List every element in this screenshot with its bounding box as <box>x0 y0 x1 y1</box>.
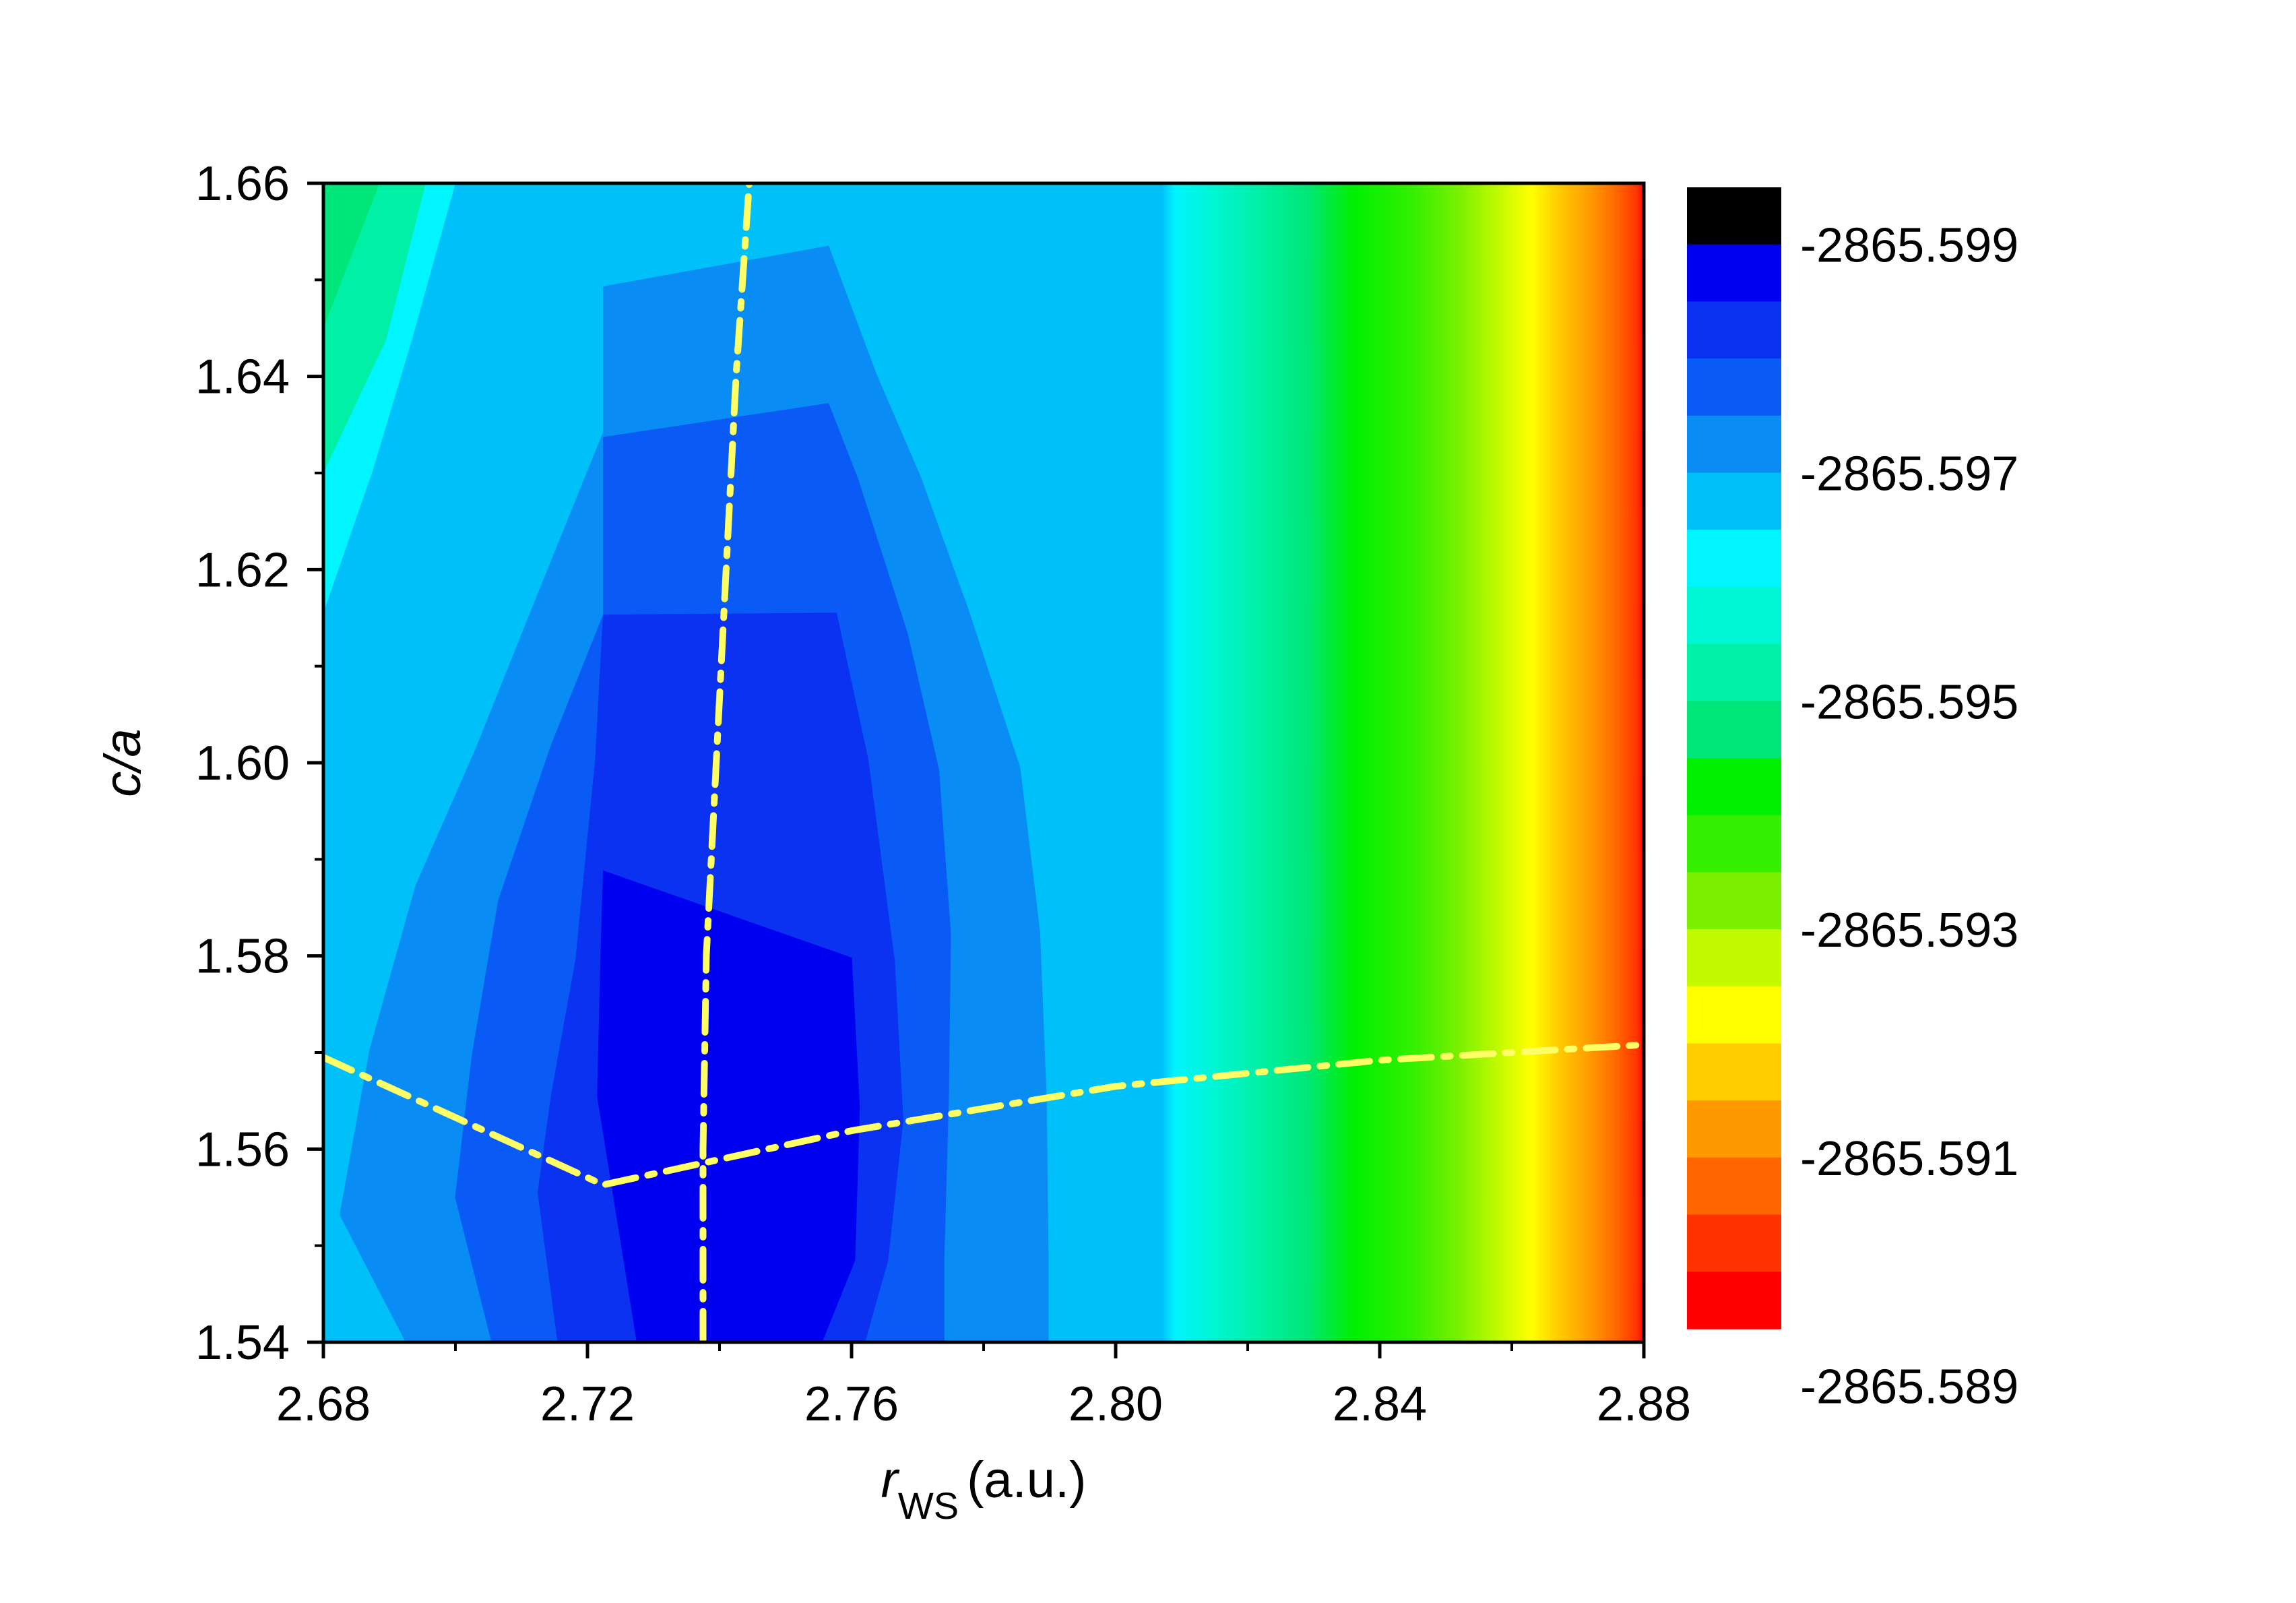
colorbar-swatch <box>1687 815 1781 873</box>
colorbar-swatch <box>1687 929 1781 987</box>
x-tick-label: 2.76 <box>804 1377 899 1431</box>
colorbar-swatch <box>1687 1043 1781 1101</box>
colorbar-swatch <box>1687 530 1781 588</box>
colorbar-swatch <box>1687 472 1781 530</box>
ridge-line <box>323 1041 1644 1189</box>
x-axis-label: rWS (a.u.) <box>881 1451 1087 1527</box>
x-tick-label: 2.84 <box>1333 1377 1427 1431</box>
colorbar: -2865.599 -2865.597 -2865.595 -2865.593 -286… <box>1687 187 2018 1414</box>
contour-regions <box>323 183 1163 1342</box>
y-tick-label: 1.64 <box>195 350 290 404</box>
colorbar-label: -2865.593 <box>1800 904 2018 957</box>
colorbar-swatch <box>1687 758 1781 816</box>
colorbar-swatch <box>1687 643 1781 702</box>
x-axis: 2.68 2.72 2.76 2.80 2.84 2.88 <box>276 1342 1691 1431</box>
y-tick-label: 1.56 <box>195 1123 290 1176</box>
colorbar-swatch <box>1687 1214 1781 1273</box>
colorbar-swatch <box>1687 1100 1781 1158</box>
colorbar-swatch <box>1687 872 1781 930</box>
y-axis-label: c/a <box>94 728 152 796</box>
colorbar-swatch <box>1687 301 1781 359</box>
colorbar-swatch <box>1687 358 1781 416</box>
energy-minimum-lines <box>323 183 1644 1342</box>
contour-map <box>323 183 1644 1342</box>
colorbar-swatch <box>1687 415 1781 474</box>
x-tick-label: 2.68 <box>276 1377 371 1431</box>
y-tick-label: 1.62 <box>195 543 290 597</box>
colorbar-label: -2865.591 <box>1800 1132 2018 1186</box>
ridge-line <box>699 183 753 1342</box>
x-tick-label: 2.72 <box>540 1377 635 1431</box>
y-tick-label: 1.60 <box>195 736 290 790</box>
colorbar-swatch <box>1687 986 1781 1044</box>
colorbar-swatch <box>1687 701 1781 759</box>
y-tick-label: 1.58 <box>195 930 290 984</box>
contour-region <box>323 183 380 328</box>
y-tick-label: 1.54 <box>195 1316 290 1370</box>
colorbar-label: -2865.589 <box>1800 1360 2018 1414</box>
x-tick-label: 2.88 <box>1597 1377 1691 1431</box>
x-tick-label: 2.80 <box>1069 1377 1163 1431</box>
colorbar-label: -2865.599 <box>1800 219 2018 273</box>
colorbar-swatch <box>1687 586 1781 645</box>
colorbar-label: -2865.597 <box>1800 447 2018 501</box>
colorbar-swatch <box>1687 1271 1781 1329</box>
y-axis: 1.54 1.56 1.58 1.60 1.62 1.64 1.66 <box>195 157 323 1370</box>
colorbar-swatch <box>1687 187 1781 245</box>
colorbar-swatch <box>1687 244 1781 303</box>
colorbar-label: -2865.595 <box>1800 675 2018 729</box>
contour-region <box>597 870 860 1342</box>
y-tick-label: 1.66 <box>195 157 290 211</box>
colorbar-swatch <box>1687 1157 1781 1216</box>
